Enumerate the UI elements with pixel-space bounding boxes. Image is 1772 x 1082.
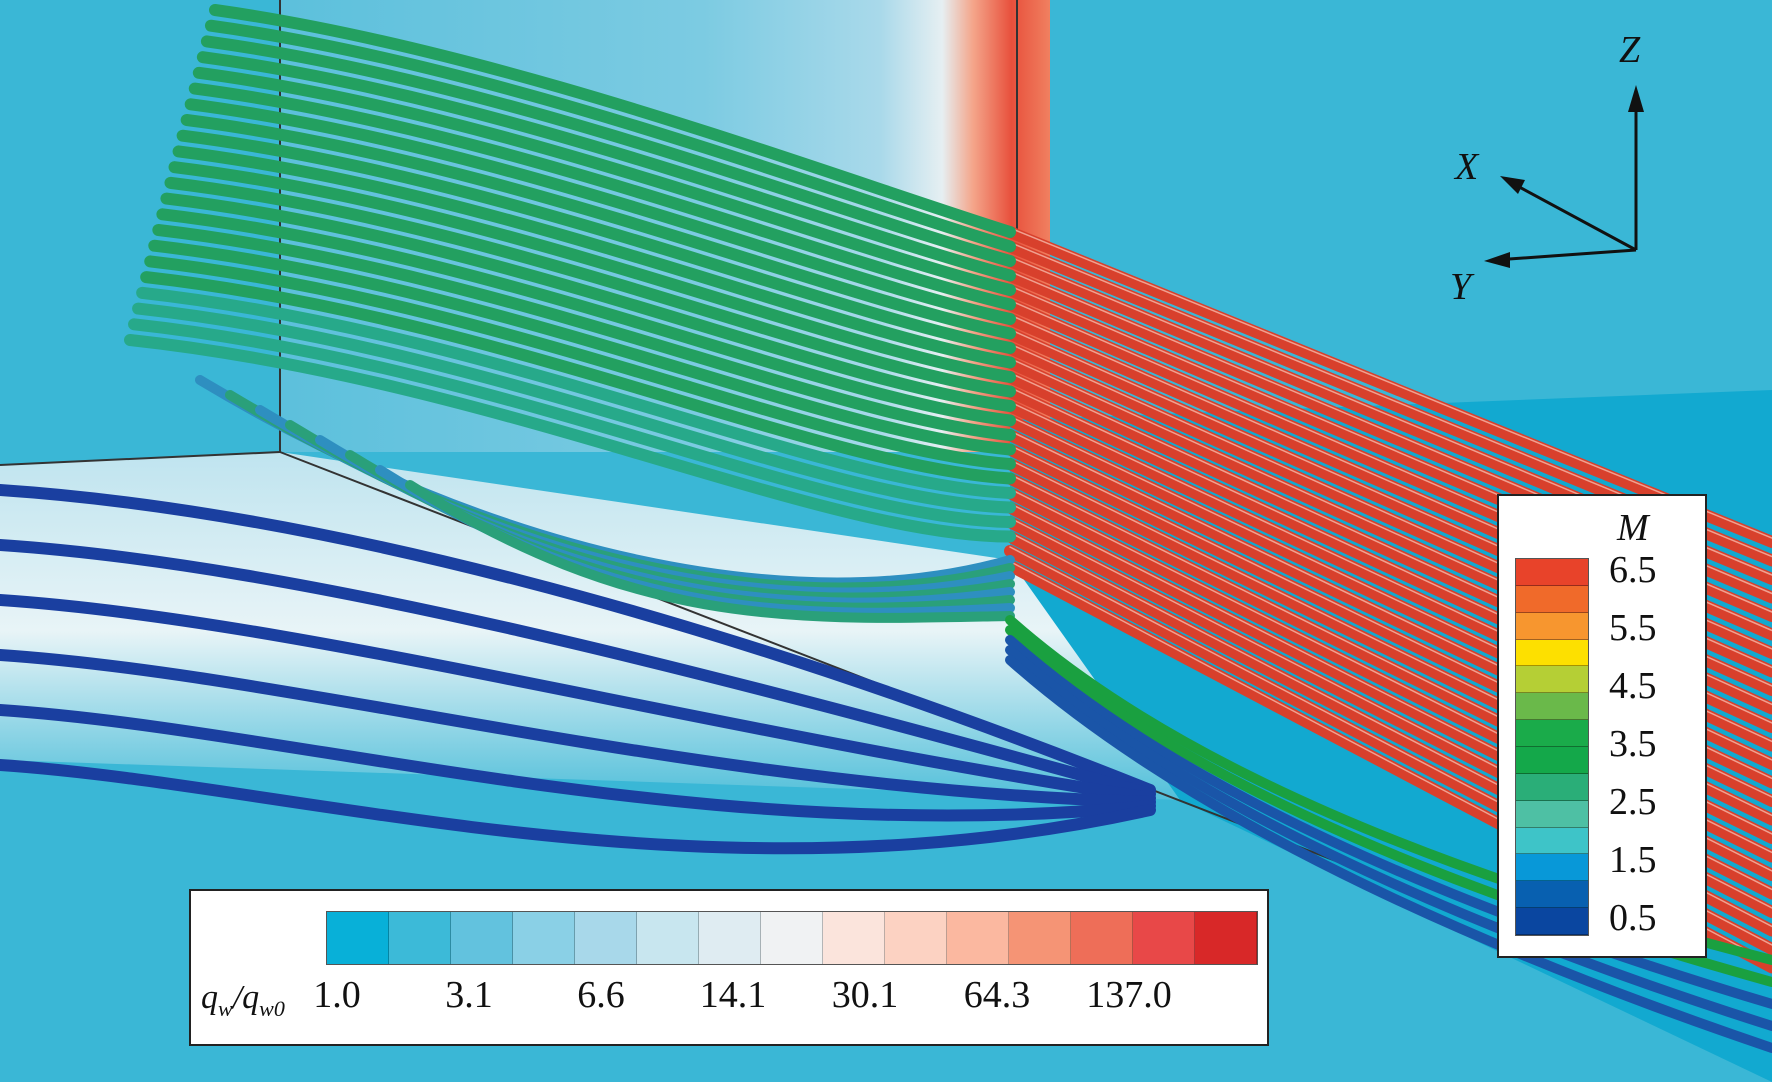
heatflux-tick-label: 137.0 xyxy=(1086,974,1172,1016)
streamline-freestream xyxy=(136,286,1016,499)
vortex-streamline xyxy=(0,484,1156,796)
heatflux-color-band xyxy=(761,912,823,964)
title-den: /q xyxy=(232,979,260,1016)
streamline-freestream xyxy=(180,114,1016,340)
heatflux-tick-label: 1.0 xyxy=(313,974,361,1016)
mach-color-band xyxy=(1516,720,1588,748)
heatflux-legend: qw/qw0 1.0 3.1 6.6 14.1 30.1 64.3 137.0 xyxy=(189,889,1269,1046)
mach-legend-title: M xyxy=(1617,507,1649,549)
heatflux-tick-label: 6.6 xyxy=(577,974,625,1016)
y-axis-label: Y xyxy=(1450,266,1472,308)
streamline-freestream xyxy=(144,255,1016,470)
mach-tick-label: 3.5 xyxy=(1609,723,1657,765)
mach-color-band xyxy=(1516,612,1588,640)
streamline-freestream xyxy=(204,19,1016,253)
streamline-freestream xyxy=(164,176,1016,398)
streamline-freestream xyxy=(184,98,1016,325)
mach-tick-label: 0.5 xyxy=(1609,897,1657,939)
mach-color-band xyxy=(1516,666,1588,694)
streamline-freestream xyxy=(188,82,1016,311)
axis-triad xyxy=(1484,85,1644,268)
x-axis-label: X xyxy=(1455,146,1479,188)
mach-color-band xyxy=(1516,639,1588,667)
mach-tick-label: 2.5 xyxy=(1609,781,1657,823)
heatflux-color-band xyxy=(513,912,575,964)
heatflux-tick-label: 3.1 xyxy=(445,974,493,1016)
heatflux-color-band xyxy=(947,912,1009,964)
streamline-freestream xyxy=(152,224,1016,441)
corner-streamline xyxy=(1005,655,1772,1053)
mach-legend: M 6.5 5.5 4.5 3.5 2.5 1.5 0.5 xyxy=(1497,494,1707,958)
title-sub-w: w xyxy=(218,995,233,1021)
streamline-freestream xyxy=(140,271,1016,485)
mach-color-band xyxy=(1516,585,1588,613)
streamline-highlight xyxy=(1009,227,1772,539)
vortex-streamline xyxy=(0,649,1156,808)
corner-streamline xyxy=(1005,645,1772,1031)
heatflux-tick-label: 14.1 xyxy=(699,974,767,1016)
plate-edge-top xyxy=(0,451,281,466)
streamline-freestream xyxy=(176,129,1016,354)
streamline-freestream xyxy=(128,318,1016,528)
x-arrowhead xyxy=(1500,176,1525,194)
z-arrowhead xyxy=(1628,85,1644,112)
mach-tick-label: 1.5 xyxy=(1609,839,1657,881)
heatflux-color-band xyxy=(823,912,885,964)
streamline-freestream xyxy=(132,302,1016,514)
mach-tick-label: 4.5 xyxy=(1609,665,1657,707)
heatflux-color-band xyxy=(575,912,637,964)
mach-colorbar xyxy=(1515,558,1589,936)
mach-tick-label: 6.5 xyxy=(1609,549,1657,591)
heatflux-tick-label: 30.1 xyxy=(831,974,899,1016)
x-axis-arrow xyxy=(1509,180,1637,252)
mach-tick-label: 5.5 xyxy=(1609,607,1657,649)
heatflux-color-band xyxy=(1071,912,1133,964)
mach-color-band xyxy=(1516,747,1588,774)
heatflux-color-band xyxy=(327,912,389,964)
heatflux-color-band xyxy=(1195,912,1257,964)
streamline-freestream xyxy=(168,161,1016,383)
heatflux-color-band xyxy=(389,912,451,964)
streamline-freestream xyxy=(156,208,1016,427)
separated-streamline xyxy=(405,480,1015,623)
mach-color-band xyxy=(1516,827,1588,855)
streamline-freestream xyxy=(209,4,1016,238)
heatflux-color-band xyxy=(1009,912,1071,964)
title-sub-w0: w0 xyxy=(259,995,285,1021)
streamline-freestream xyxy=(124,334,1016,543)
heatflux-color-band xyxy=(885,912,947,964)
streamline-freestream xyxy=(200,35,1016,267)
mach-color-band xyxy=(1516,773,1588,801)
mach-color-band xyxy=(1516,693,1588,721)
heatflux-color-band xyxy=(451,912,513,964)
streamline-freestream xyxy=(148,239,1016,456)
mach-color-band xyxy=(1516,854,1588,882)
y-axis-arrow xyxy=(1494,248,1637,262)
streamline-supersonic xyxy=(1004,226,1772,548)
heatflux-tick-label: 64.3 xyxy=(963,974,1031,1016)
heatflux-legend-title: qw/qw0 xyxy=(201,979,285,1022)
heatflux-color-band xyxy=(637,912,699,964)
heatflux-colorbar xyxy=(326,911,1258,965)
vortex-streamline xyxy=(0,594,1156,804)
title-q: q xyxy=(201,979,218,1016)
vortex-streamline xyxy=(0,759,1156,855)
mach-color-band xyxy=(1516,800,1588,828)
z-axis-label: Z xyxy=(1619,29,1641,71)
streamline-freestream xyxy=(160,192,1016,412)
y-arrowhead xyxy=(1484,252,1510,268)
vortex-streamline xyxy=(0,539,1156,800)
vortex-streamline xyxy=(0,704,1156,822)
streamline-freestream xyxy=(196,51,1016,282)
streamline-freestream xyxy=(172,145,1016,369)
heatflux-color-band xyxy=(699,912,761,964)
heatflux-color-band xyxy=(1133,912,1195,964)
mach-color-band xyxy=(1516,559,1588,586)
mach-color-band xyxy=(1516,908,1588,936)
streamline-freestream xyxy=(192,66,1016,296)
mach-color-band xyxy=(1516,881,1588,909)
